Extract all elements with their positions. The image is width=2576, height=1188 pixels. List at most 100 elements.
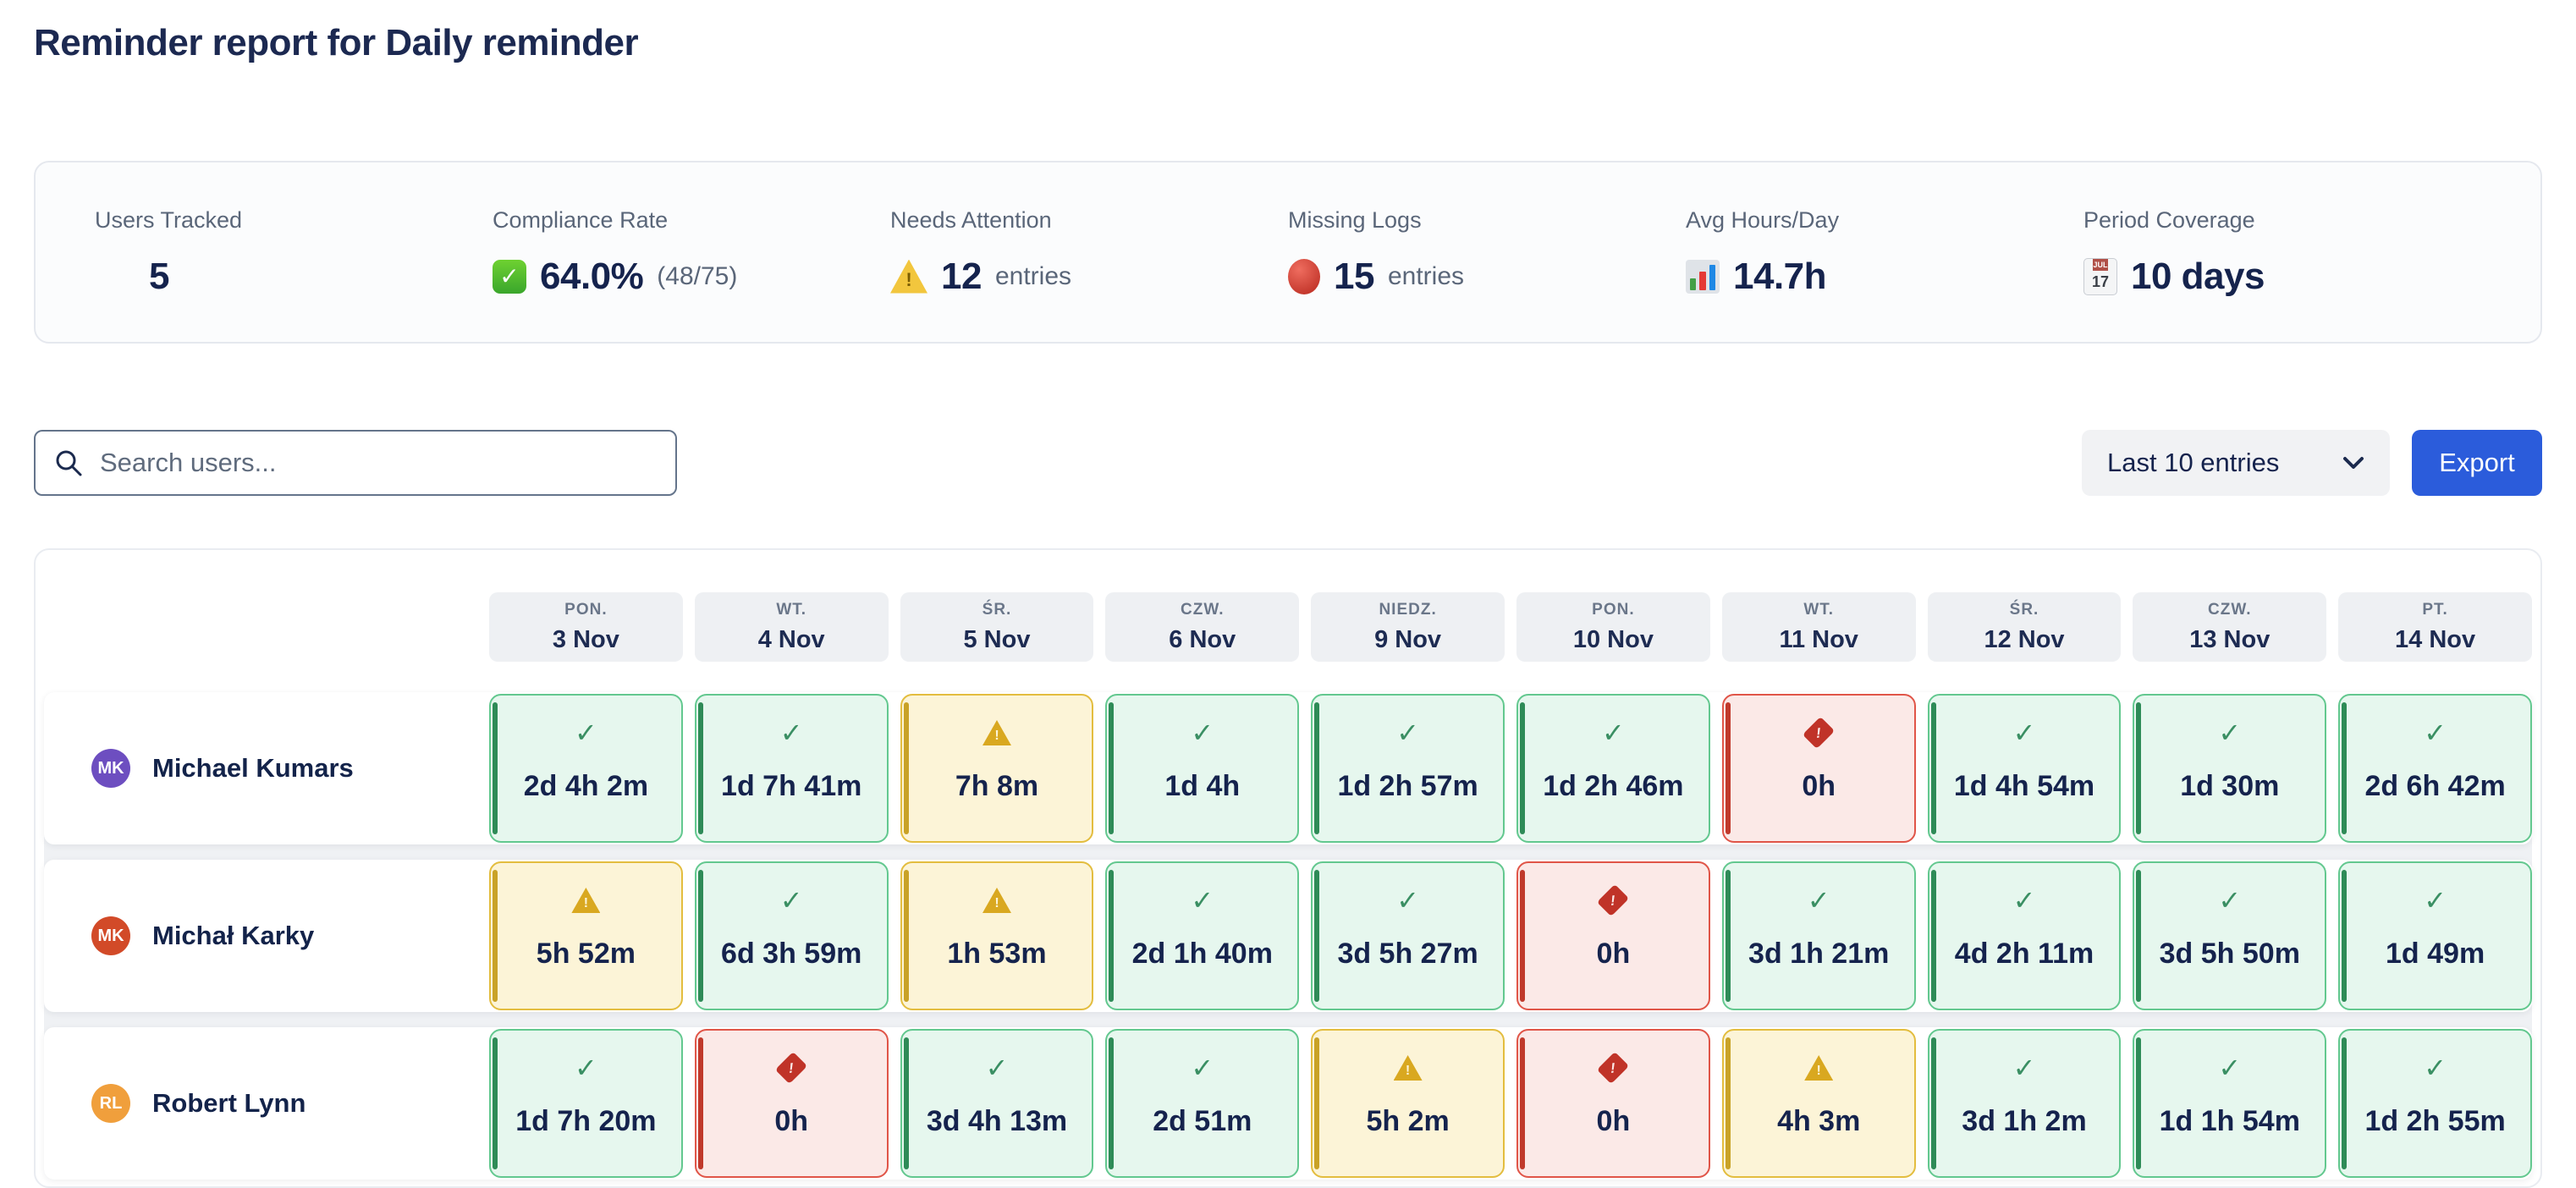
user-name: Michael Kumars (152, 753, 354, 783)
export-button[interactable]: Export (2412, 430, 2542, 496)
chevron-down-icon (2343, 457, 2364, 469)
cell-value: 1d 2h 57m (1337, 770, 1478, 802)
status-cell[interactable]: ✓ 3d 5h 27m (1311, 861, 1505, 1010)
stat-value: 15 (1334, 255, 1374, 297)
status-icon: ✓ (2218, 884, 2241, 916)
day-column-header: PON. 3 Nov (489, 592, 683, 662)
status-icon: ✓ (2424, 1052, 2447, 1084)
search-icon (56, 450, 82, 476)
status-icon: ✓ (780, 884, 803, 916)
cell-value: 3d 1h 21m (1748, 938, 1890, 970)
table-rows: MK Michael Kumars ✓ 2d 4h 2m ✓ 1d 7h 41m… (44, 692, 2532, 1180)
check-icon: ✓ (2012, 717, 2036, 749)
cell-value: 2d 6h 42m (2364, 770, 2506, 802)
day-date: 13 Nov (2189, 625, 2271, 653)
status-cell[interactable]: ! 7h 8m (900, 694, 1094, 843)
status-icon: ✓ (986, 1052, 1009, 1084)
cell-value: 7h 8m (955, 770, 1039, 802)
status-icon: ✓ (1396, 884, 1419, 916)
status-icon: ✓ (1191, 884, 1214, 916)
day-column-header: ŚR. 12 Nov (1927, 592, 2122, 662)
table-row: RL Robert Lynn ✓ 1d 7h 20m ! 0h ✓ 3d 4h … (44, 1027, 2532, 1180)
stat-label: Avg Hours/Day (1686, 206, 1840, 233)
stats-summary-card: Users Tracked 5 Compliance Rate ✓ 64.0% … (34, 161, 2542, 344)
status-cell[interactable]: ✓ 1d 7h 41m (694, 694, 889, 843)
status-cell[interactable]: ! 0h (1516, 1029, 1710, 1178)
red-circle-icon (1288, 258, 1320, 294)
status-cell[interactable]: ! 0h (1516, 861, 1710, 1010)
status-cell[interactable]: ✓ 1d 2h 57m (1311, 694, 1505, 843)
stat-label: Needs Attention (890, 206, 1052, 233)
check-icon: ✓ (1396, 717, 1419, 749)
cell-value: 3d 1h 2m (1962, 1105, 2087, 1137)
check-icon: ✓ (2218, 717, 2242, 749)
status-cell[interactable]: ✓ 1d 2h 46m (1516, 694, 1710, 843)
cell-value: 1d 30m (2180, 770, 2280, 802)
status-cell[interactable]: ✓ 3d 1h 2m (1927, 1029, 2122, 1178)
status-cell[interactable]: ✓ 3d 4h 13m (900, 1029, 1094, 1178)
status-cell[interactable]: ✓ 1d 30m (2133, 694, 2327, 843)
check-icon: ✓ (574, 717, 597, 749)
status-cell[interactable]: ✓ 3d 1h 21m (1721, 861, 1916, 1010)
status-cell[interactable]: ✓ 2d 6h 42m (2338, 694, 2532, 843)
check-icon: ✓ (1807, 884, 1830, 916)
status-cell[interactable]: ✓ 1d 7h 20m (489, 1029, 683, 1178)
status-cell[interactable]: ✓ 6d 3h 59m (694, 861, 889, 1010)
cell-value: 3d 4h 13m (926, 1105, 1068, 1137)
status-icon: ✓ (574, 1052, 597, 1084)
stat-suffix: entries (1387, 261, 1464, 290)
status-cell[interactable]: ! 5h 2m (1311, 1029, 1505, 1178)
entries-filter-value: Last 10 entries (2107, 448, 2280, 477)
check-icon: ✓ (574, 1052, 597, 1084)
status-icon: ✓ (574, 717, 597, 749)
stat-label: Missing Logs (1288, 206, 1422, 233)
check-icon: ✓ (2012, 884, 2036, 916)
day-date: 10 Nov (1572, 625, 1654, 653)
cell-value: 3d 5h 50m (2159, 938, 2300, 970)
status-cell[interactable]: ✓ 2d 51m (1105, 1029, 1300, 1178)
status-icon: ✓ (2424, 884, 2447, 916)
entries-filter-select[interactable]: Last 10 entries (2082, 430, 2390, 496)
cell-value: 1d 2h 55m (2364, 1105, 2506, 1137)
search-input[interactable] (34, 430, 677, 496)
status-cell[interactable]: ✓ 2d 4h 2m (489, 694, 683, 843)
status-cell[interactable]: ! 0h (1721, 694, 1916, 843)
status-cell[interactable]: ✓ 3d 5h 50m (2133, 861, 2327, 1010)
warning-triangle-icon: ! (571, 888, 601, 913)
status-cell[interactable]: ! 5h 52m (489, 861, 683, 1010)
cell-value: 5h 52m (536, 938, 636, 970)
stat-label: Compliance Rate (493, 206, 669, 233)
day-date: 9 Nov (1374, 625, 1442, 653)
cell-value: 5h 2m (1366, 1105, 1450, 1137)
page-title: Reminder report for Daily reminder (34, 22, 639, 63)
avatar: MK (91, 749, 130, 788)
status-icon: ✓ (780, 717, 803, 749)
day-column-header: CZW. 6 Nov (1105, 592, 1300, 662)
missing-diamond-icon: ! (775, 1051, 808, 1085)
day-date: 14 Nov (2395, 625, 2476, 653)
status-cell[interactable]: ! 4h 3m (1721, 1029, 1916, 1178)
status-icon: ✓ (2013, 1052, 2036, 1084)
status-cell[interactable]: ! 0h (694, 1029, 889, 1178)
check-icon: ✓ (1601, 717, 1625, 749)
stat-label: Period Coverage (2083, 206, 2255, 233)
status-icon: ✓ (1396, 717, 1419, 749)
day-abbr: WT. (1803, 600, 1835, 619)
user-name-cell: RL Robert Lynn (44, 1084, 477, 1123)
status-cell[interactable]: ✓ 1d 4h (1105, 694, 1300, 843)
stat-value: 14.7h (1733, 255, 1827, 297)
status-cell[interactable]: ! 1h 53m (900, 861, 1094, 1010)
status-cell[interactable]: ✓ 1d 4h 54m (1927, 694, 2122, 843)
status-icon: ! (1597, 1051, 1630, 1085)
day-column-header: PT. 14 Nov (2338, 592, 2532, 662)
cell-value: 2d 1h 40m (1131, 938, 1273, 970)
status-cell[interactable]: ✓ 1d 2h 55m (2338, 1029, 2532, 1178)
status-icon: ! (1803, 716, 1836, 750)
status-cell[interactable]: ✓ 1d 49m (2338, 861, 2532, 1010)
check-icon: ✓ (2424, 1052, 2447, 1084)
status-cell[interactable]: ✓ 4d 2h 11m (1927, 861, 2122, 1010)
status-cell[interactable]: ✓ 1d 1h 54m (2133, 1029, 2327, 1178)
status-cell[interactable]: ✓ 2d 1h 40m (1105, 861, 1300, 1010)
day-abbr: ŚR. (982, 600, 1012, 619)
